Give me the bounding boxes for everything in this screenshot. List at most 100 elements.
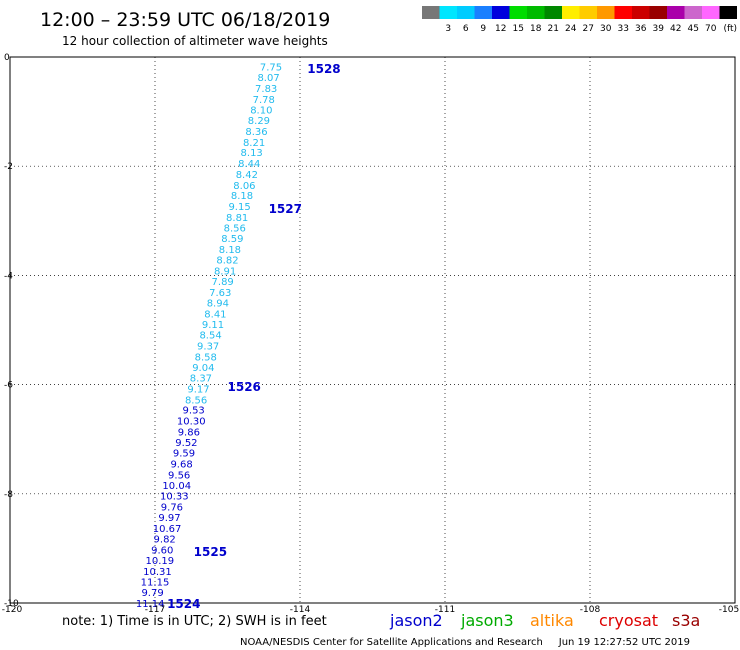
legend-label: 42	[670, 24, 681, 34]
legend-label: 21	[548, 24, 559, 34]
wave-height-value: 8.42	[236, 170, 258, 181]
legend-label: (ft)	[723, 24, 737, 34]
legend-swatch	[527, 6, 545, 19]
legend-swatch	[422, 6, 440, 19]
latitude-label: -6	[4, 381, 13, 391]
wave-height-value: 8.36	[245, 127, 267, 138]
longitude-label: -108	[580, 605, 601, 615]
longitude-label: -111	[435, 605, 455, 615]
legend-swatch	[562, 6, 580, 19]
legend-swatch	[544, 6, 562, 19]
pass-time-label: 1527	[269, 202, 302, 216]
latitude-label: -2	[4, 162, 13, 172]
axis-labels: -120 -117 -114 -111 -108 -105 0 -2 -4 -6 -8 -10	[2, 53, 739, 615]
wave-height-value: 8.44	[238, 159, 260, 170]
wave-height-value: 11.15	[141, 577, 170, 588]
wave-height-value: 9.37	[197, 342, 219, 353]
wave-height-value: 8.56	[224, 224, 246, 235]
legend-swatch	[614, 6, 632, 19]
wave-height-value: 9.11	[202, 320, 224, 331]
wave-height-value: 8.58	[195, 352, 217, 363]
legend-label: 70	[705, 24, 717, 34]
legend-label: 12	[495, 24, 506, 34]
legend-label: 45	[688, 24, 699, 34]
legend-label: 3	[445, 24, 451, 34]
legend-swatch	[649, 6, 667, 19]
wave-height-value: 9.52	[175, 438, 197, 449]
wave-height-value: 9.76	[161, 502, 183, 513]
color-scale-legend: 3 6 9 12 15 18 21 24 27 30 33 36 39 42 45 70 (ft)	[422, 6, 737, 34]
wave-height-value: 8.91	[214, 267, 236, 278]
map-title: 12:00 – 23:59 UTC 06/18/2019	[40, 9, 330, 31]
wave-height-value: 8.10	[250, 105, 272, 116]
legend-label: 27	[583, 24, 594, 34]
wave-height-value: 8.81	[226, 213, 248, 224]
legend-swatch	[597, 6, 615, 19]
legend-label: 6	[463, 24, 469, 34]
wave-height-value: 7.75	[260, 62, 282, 73]
pass-time-label: 1525	[194, 545, 227, 559]
wave-height-value: 8.18	[231, 191, 253, 202]
wave-height-value: 7.63	[209, 288, 231, 299]
wave-height-value: 8.94	[207, 299, 229, 310]
longitude-label: -117	[145, 605, 165, 615]
map-frame	[9, 56, 736, 604]
map-plot-area: 7.758.077.837.788.108.298.368.218.138.44…	[9, 56, 736, 611]
legend-swatch	[684, 6, 702, 19]
legend-swatch	[457, 6, 475, 19]
satellite-name-altika: altika	[530, 611, 574, 630]
satellite-legend: jason2 jason3 altika cryosat s3a	[389, 611, 700, 630]
legend-label: 39	[653, 24, 665, 34]
legend-swatch	[492, 6, 510, 19]
wave-height-value: 7.78	[253, 95, 275, 106]
wave-height-value: 8.54	[199, 331, 221, 342]
satellite-tracks: 7.758.077.837.788.108.298.368.218.138.44…	[136, 62, 341, 611]
wave-height-value: 9.56	[168, 470, 190, 481]
wave-height-value: 8.41	[204, 309, 226, 320]
wave-height-value: 10.31	[143, 567, 172, 578]
wave-height-value: 8.37	[190, 374, 212, 385]
legend-label: 18	[530, 24, 542, 34]
wave-height-value: 9.97	[158, 513, 180, 524]
wave-height-value: 8.82	[216, 256, 238, 267]
wave-height-value: 10.19	[146, 556, 175, 567]
longitude-label: -114	[290, 605, 311, 615]
wave-height-value: 8.56	[185, 395, 207, 406]
legend-swatch	[474, 6, 492, 19]
wave-height-value: 8.06	[233, 181, 255, 192]
units-note: note: 1) Time is in UTC; 2) SWH is in fe…	[62, 614, 327, 629]
legend-swatch	[509, 6, 527, 19]
wave-height-value: 9.82	[154, 534, 176, 545]
latitude-label: -10	[4, 599, 19, 609]
satellite-name-jason3: jason3	[460, 611, 514, 630]
wave-height-value: 8.29	[248, 116, 270, 127]
wave-height-value: 8.13	[241, 148, 263, 159]
pass-time-label: 1528	[307, 62, 340, 76]
legend-swatch	[439, 6, 457, 19]
legend-label: 36	[635, 24, 647, 34]
legend-swatch	[579, 6, 597, 19]
wave-height-value: 9.60	[151, 545, 173, 556]
legend-label: 30	[600, 24, 612, 34]
latitude-label: 0	[4, 53, 10, 63]
latitude-label: -8	[4, 490, 13, 500]
legend-swatch	[667, 6, 685, 19]
wave-height-value: 7.89	[212, 277, 234, 288]
wave-height-value: 7.83	[255, 84, 277, 95]
wave-height-value: 9.17	[187, 384, 209, 395]
pass-time-label: 1526	[228, 380, 261, 394]
wave-height-value: 10.33	[160, 492, 189, 503]
wave-height-value: 9.68	[170, 459, 192, 470]
legend-label: 9	[480, 24, 486, 34]
pass-time-label: 1524	[167, 597, 200, 611]
wave-height-value: 10.04	[162, 481, 191, 492]
satellite-name-s3a: s3a	[672, 611, 700, 630]
wave-height-value: 9.53	[183, 406, 205, 417]
legend-swatch	[719, 6, 737, 19]
longitude-label: -105	[719, 605, 739, 615]
wave-height-value: 10.67	[153, 524, 182, 535]
wave-height-value: 9.15	[228, 202, 250, 213]
legend-swatch	[632, 6, 650, 19]
wave-height-value: 11.14	[136, 599, 165, 610]
